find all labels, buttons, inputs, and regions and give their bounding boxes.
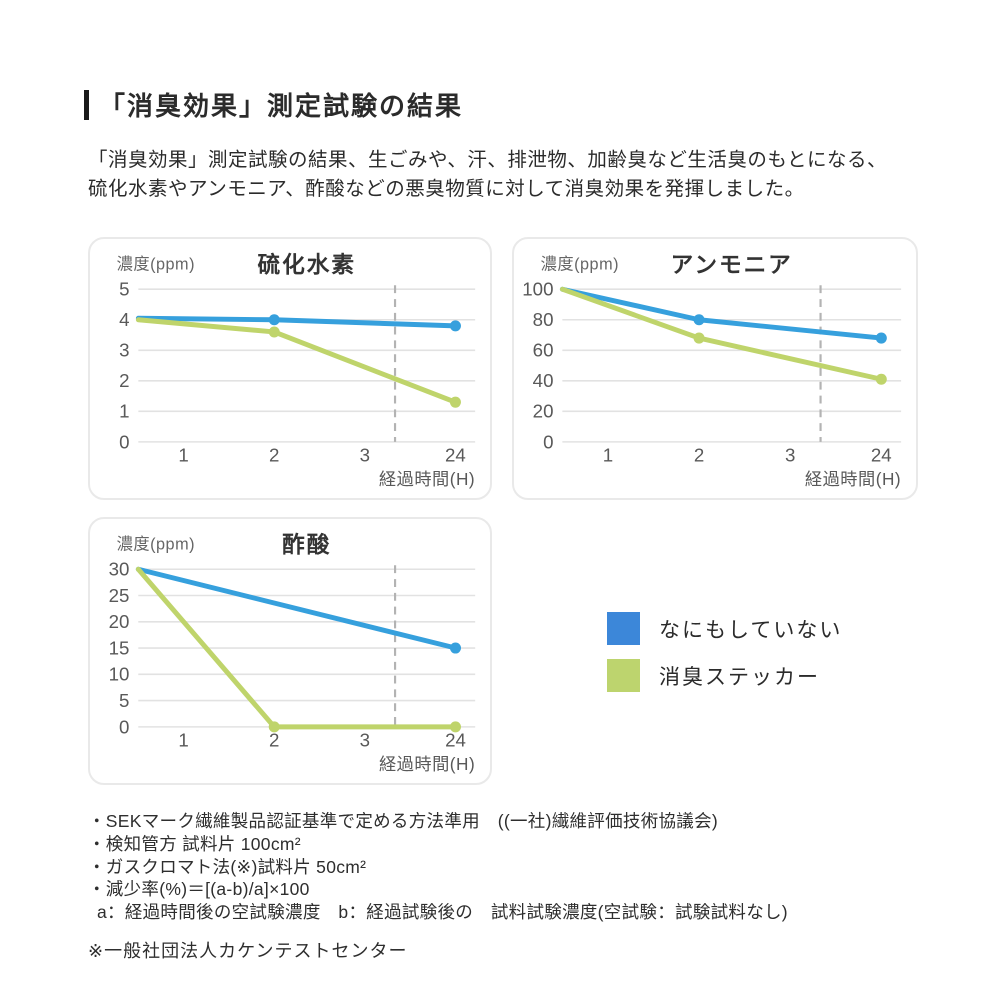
y-axis-unit-label: 濃度(ppm) [117, 536, 195, 554]
data-point-dot [693, 314, 705, 326]
x-tick-label: 24 [445, 445, 466, 466]
y-tick-label: 10 [109, 664, 130, 685]
footnotes: ・SEKマーク繊維製品認証基準で定める方法準用 ((一社)繊維評価技術協議会) … [88, 810, 958, 924]
y-tick-label: 0 [119, 716, 129, 737]
data-point-dot [268, 314, 280, 326]
y-tick-label: 0 [119, 431, 129, 452]
chart-title: 酢酸 [282, 531, 331, 557]
data-point-dot [693, 332, 705, 344]
x-tick-label: 2 [269, 445, 279, 466]
data-point-dot [875, 373, 887, 385]
data-point-dot [268, 326, 280, 338]
y-tick-label: 40 [533, 370, 554, 391]
x-tick-label: 24 [871, 445, 892, 466]
chart-panel-acetic-acid: 30 25 20 15 10 5 0 1 2 3 24 濃度(ppm) 酢酸経過時間(H) [88, 517, 492, 785]
x-tick-label: 2 [269, 730, 279, 751]
footnote-line: ・ガスクロマト法(※)試料片 50cm² [88, 856, 367, 877]
y-tick-label: 1 [119, 401, 129, 422]
data-point-dot [449, 721, 462, 733]
title-accent-bar [84, 89, 89, 120]
legend-label: 消臭ステッカー [659, 665, 820, 689]
y-tick-label: 100 [522, 279, 553, 300]
legend-swatch-green [607, 659, 640, 692]
x-axis-label: 経過時間(H) [379, 469, 475, 489]
footnote-line: ・減少率(%)＝[(a-b)/a]×100 [88, 879, 310, 900]
description-line: 硫化水素やアンモニア、酢酸などの悪臭物質に対して消臭効果を発揮しました。 [88, 178, 805, 200]
series-line [559, 286, 884, 341]
chart-title: 硫化水素 [258, 251, 356, 277]
page-title: 「消臭効果」測定試験の結果 [99, 91, 464, 121]
series-line [135, 317, 458, 405]
y-tick-label: 4 [119, 309, 129, 330]
footnote-line: ・SEKマーク繊維製品認証基準で定める方法準用 ((一社)繊維評価技術協議会) [88, 811, 719, 831]
y-tick-label: 0 [543, 431, 553, 452]
y-tick-label: 30 [109, 559, 130, 580]
y-tick-label: 60 [533, 340, 554, 361]
y-tick-label: 20 [109, 611, 130, 632]
chart-panel-hydrogen-sulfide: 5 4 3 2 1 0 1 2 3 24 濃度(ppm) 硫化水素経過時間(H) [88, 237, 492, 500]
x-tick-label: 1 [178, 445, 188, 466]
x-axis-label: 経過時間(H) [379, 754, 475, 774]
y-tick-label: 5 [119, 690, 129, 711]
y-tick-label: 80 [533, 309, 554, 330]
x-tick-label: 1 [603, 445, 613, 466]
y-axis-unit-label: 濃度(ppm) [541, 256, 619, 274]
x-tick-label: 24 [445, 730, 466, 751]
x-tick-label: 2 [694, 445, 704, 466]
data-point-dot [449, 320, 461, 332]
y-tick-label: 25 [109, 585, 130, 606]
x-tick-label: 3 [785, 445, 795, 466]
legend-item-untreated: なにもしていない [607, 612, 842, 645]
chart-title: アンモニア [671, 251, 793, 277]
y-tick-label: 3 [119, 340, 129, 361]
data-point-dot [875, 332, 887, 344]
y-tick-label: 2 [119, 370, 129, 391]
y-axis-unit-label: 濃度(ppm) [117, 256, 195, 274]
footnote-line: a：経過時間後の空試験濃度 b：経過試験後の 試料試験濃度(空試験：試験試料なし… [97, 902, 788, 923]
description-paragraph: 「消臭効果」測定試験の結果、生ごみや、汗、排泄物、加齢臭など生活臭のもとになる、… [88, 146, 968, 204]
data-point-dot [449, 396, 461, 408]
series-line [135, 566, 458, 651]
description-line: 「消臭効果」測定試験の結果、生ごみや、汗、排泄物、加齢臭など生活臭のもとになる、 [88, 149, 888, 171]
x-axis-label: 経過時間(H) [805, 469, 901, 489]
data-point-dot [449, 642, 462, 654]
chart-legend: なにもしていない 消臭ステッカー [607, 612, 842, 692]
x-tick-label: 1 [178, 730, 188, 751]
footnote-line: ・検知管方 試料片 100cm² [88, 833, 301, 854]
legend-swatch-blue [607, 612, 640, 645]
source-note: ※一般社団法人カケンテストセンター [88, 941, 408, 961]
y-tick-label: 15 [109, 637, 130, 658]
legend-label: なにもしていない [659, 618, 843, 642]
page-header: 「消臭効果」測定試験の結果 [84, 86, 463, 123]
chart-panel-ammonia: 100 80 60 40 20 0 1 2 3 24 濃度(ppm) アンモニア経過時間(H) [512, 237, 918, 500]
y-tick-label: 5 [119, 279, 129, 300]
x-tick-label: 3 [360, 445, 370, 466]
x-tick-label: 3 [360, 730, 370, 751]
y-tick-label: 20 [533, 401, 554, 422]
data-point-dot [268, 721, 280, 733]
legend-item-deodorant-sticker: 消臭ステッカー [607, 659, 842, 692]
